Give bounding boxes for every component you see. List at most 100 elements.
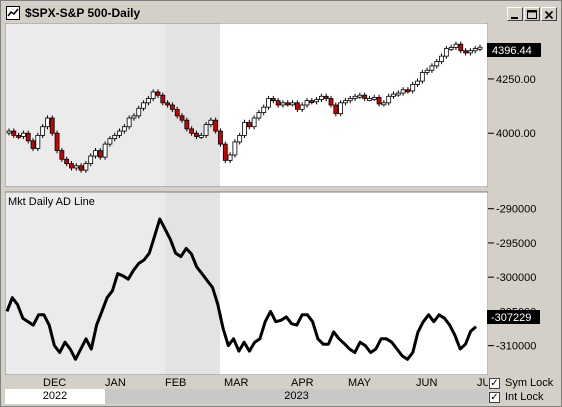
candle-up	[299, 104, 305, 110]
candle-up	[352, 95, 358, 99]
candle-up	[88, 155, 94, 165]
candle-down	[458, 43, 464, 52]
candle-up	[280, 102, 286, 106]
minimize-button[interactable]	[507, 7, 523, 21]
last-ad-label: -307229	[491, 312, 531, 324]
candle-down	[59, 150, 65, 160]
candle-up	[371, 97, 377, 100]
candle-up	[261, 106, 267, 113]
candle-up	[304, 100, 310, 106]
candle-up	[347, 98, 353, 102]
candle-down	[222, 143, 228, 161]
year-2023: 2023	[105, 389, 488, 404]
candle-down	[25, 132, 31, 142]
last-price-box: 4396.44	[487, 43, 541, 57]
price-candles	[6, 41, 483, 173]
candle-down	[170, 104, 175, 110]
panel-separator[interactable]	[5, 187, 558, 192]
chart-area[interactable]: 4250.00 4000.00 4396.44 Mkt Daily AD Line…	[5, 23, 558, 375]
int-lock-checkbox[interactable]: ✓ Int Lock	[489, 391, 559, 405]
price-shade-dec-jan	[5, 23, 165, 187]
candle-up	[429, 65, 435, 71]
candle-down	[64, 158, 70, 165]
maximize-button[interactable]	[524, 7, 540, 21]
candle-down	[333, 104, 339, 115]
candle-up	[381, 102, 387, 106]
candle-down	[362, 94, 368, 99]
candle-up	[367, 98, 372, 101]
candle-up	[198, 135, 204, 138]
title-bar[interactable]: $SPX-S&P 500-Daily	[3, 3, 559, 23]
candle-up	[145, 98, 151, 104]
candle-up	[415, 80, 420, 85]
candle-up	[314, 99, 319, 103]
candle-up	[477, 46, 483, 50]
candle-up	[443, 48, 449, 57]
chart-app-icon	[6, 6, 20, 20]
candle-up	[410, 83, 416, 92]
ind-shade-dec-jan	[5, 192, 165, 375]
ad-tick-label: -310000	[496, 341, 536, 353]
candle-up	[150, 91, 156, 99]
month-jul: JU	[477, 377, 488, 388]
minimize-icon	[511, 17, 518, 19]
candle-up	[419, 72, 425, 82]
candle-up	[131, 115, 137, 119]
candle-up	[434, 61, 440, 67]
candle-up	[112, 135, 118, 140]
candle-down	[16, 135, 22, 138]
month-feb: FEB	[165, 377, 186, 388]
int-lock-check-icon[interactable]: ✓	[489, 392, 500, 403]
candle-up	[40, 126, 46, 136]
indicator-axis-bg	[488, 192, 558, 375]
candle-up	[35, 135, 41, 149]
month-apr: APR	[291, 377, 314, 388]
candle-up	[141, 102, 146, 109]
sym-lock-check-icon[interactable]: ✓	[489, 378, 500, 389]
candle-up	[102, 143, 108, 158]
candle-down	[270, 98, 276, 102]
close-button[interactable]	[541, 7, 557, 21]
candle-down	[165, 102, 171, 106]
candle-up	[121, 126, 127, 132]
candle-up	[424, 69, 430, 73]
candle-up	[472, 48, 478, 52]
candle-down	[285, 102, 291, 106]
month-jun: JUN	[416, 377, 437, 388]
candle-up	[93, 150, 98, 157]
candle-down	[294, 102, 300, 110]
candle-up	[203, 124, 209, 136]
month-dec: DEC	[43, 377, 66, 388]
candle-up	[391, 93, 396, 97]
price-tick-label: 4000.00	[496, 128, 536, 140]
candle-up	[453, 43, 459, 48]
candle-down	[179, 115, 185, 121]
candle-down	[218, 130, 223, 145]
candle-up	[73, 165, 79, 169]
candle-up	[126, 117, 132, 128]
candle-up	[232, 141, 238, 156]
ad-tick-label: -290000	[496, 204, 536, 216]
candle-up	[208, 119, 214, 125]
candle-down	[275, 100, 281, 106]
month-jan: JAN	[105, 377, 126, 388]
candle-down	[328, 98, 334, 106]
candle-down	[49, 117, 55, 134]
candle-up	[448, 47, 454, 50]
candle-up	[242, 121, 247, 136]
candle-up	[395, 92, 401, 96]
candle-down	[160, 94, 166, 104]
year-bar: 2022 2023	[5, 389, 488, 404]
candle-down	[184, 119, 190, 130]
sym-lock-checkbox[interactable]: ✓ Sym Lock	[489, 377, 559, 391]
last-price-label: 4396.44	[492, 45, 532, 57]
candle-down	[376, 97, 382, 105]
candle-up	[400, 89, 406, 94]
candle-down	[155, 91, 161, 96]
candle-up	[117, 130, 122, 136]
candle-up	[6, 130, 12, 134]
maximize-icon	[527, 10, 537, 19]
ad-line-series	[5, 217, 477, 361]
candle-down	[30, 140, 36, 149]
